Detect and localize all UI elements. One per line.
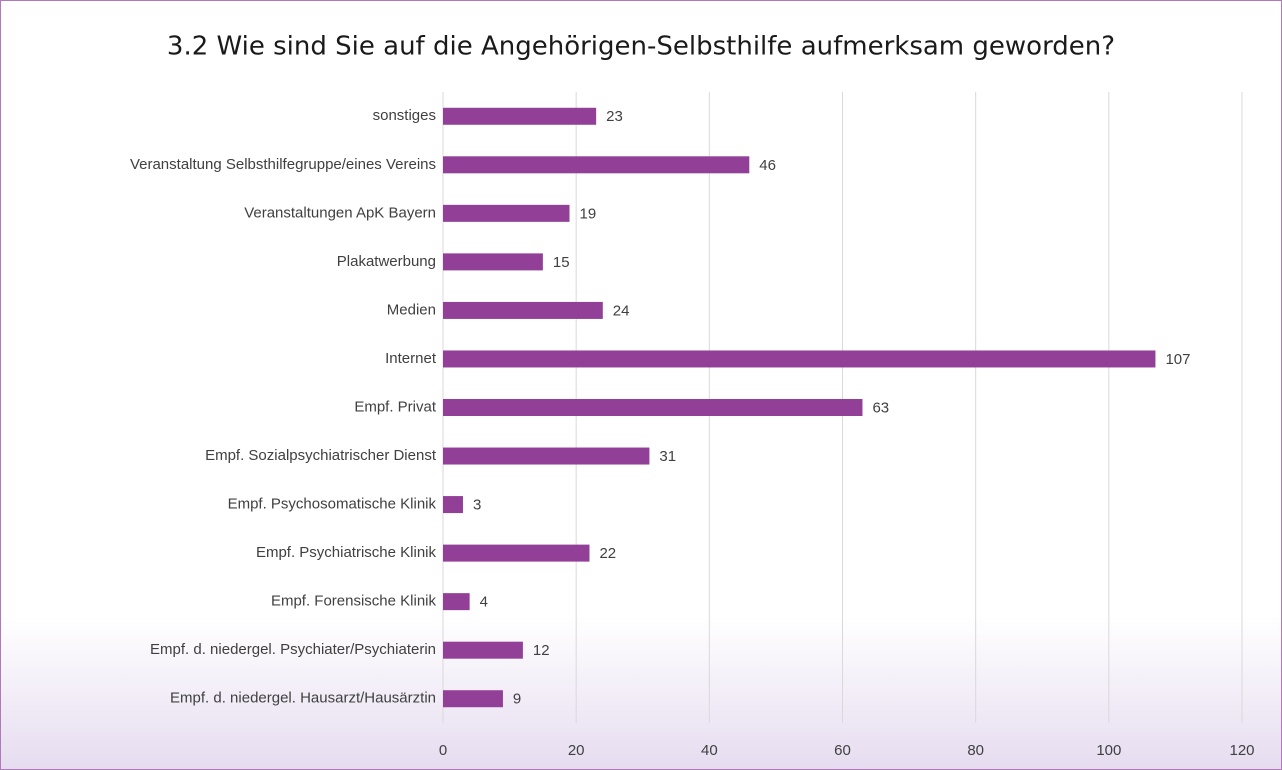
x-tick-label: 40: [701, 742, 718, 759]
data-label: 63: [872, 399, 889, 416]
bar: [443, 156, 750, 174]
bar: [443, 107, 597, 125]
data-label: 24: [613, 302, 630, 319]
y-tick-label: Empf. Forensische Klinik: [271, 593, 437, 610]
y-tick-label: Empf. d. niedergel. Psychiater/Psychiate…: [150, 641, 436, 658]
bar: [443, 496, 463, 514]
data-label: 22: [599, 545, 616, 562]
bar: [443, 593, 470, 611]
bar: [443, 641, 523, 659]
y-tick-label: sonstiges: [373, 107, 436, 124]
x-tick-label: 80: [967, 742, 984, 759]
y-tick-label: Veranstaltungen ApK Bayern: [244, 204, 436, 221]
data-label: 9: [513, 691, 521, 708]
data-label: 12: [533, 642, 550, 659]
bar: [443, 544, 590, 562]
y-tick-label: Veranstaltung Selbsthilfegruppe/eines Ve…: [130, 156, 436, 173]
bar: [443, 690, 503, 708]
bar: [443, 301, 603, 319]
y-tick-label: Empf. Privat: [354, 398, 437, 415]
x-tick-label: 100: [1096, 742, 1121, 759]
data-label: 107: [1165, 351, 1190, 368]
bar: [443, 350, 1156, 368]
y-tick-label: Empf. d. niedergel. Hausarzt/Hausärztin: [170, 690, 436, 707]
x-tick-label: 120: [1229, 742, 1254, 759]
bar: [443, 447, 650, 465]
chart-title: 3.2 Wie sind Sie auf die Angehörigen-Sel…: [167, 32, 1115, 62]
x-tick-label: 20: [568, 742, 585, 759]
data-label: 23: [606, 108, 623, 125]
y-tick-label: Internet: [385, 350, 437, 367]
x-tick-label: 0: [439, 742, 447, 759]
bar: [443, 253, 543, 271]
bar: [443, 204, 570, 222]
data-label: 4: [480, 594, 488, 611]
data-label: 15: [553, 254, 570, 271]
x-tick-label: 60: [834, 742, 851, 759]
data-label: 31: [659, 448, 676, 465]
data-label: 46: [759, 157, 776, 174]
y-tick-label: Empf. Psychosomatische Klinik: [228, 496, 437, 513]
y-tick-label: Empf. Sozialpsychiatrischer Dienst: [205, 447, 437, 464]
bar: [443, 399, 863, 416]
data-label: 3: [473, 497, 481, 514]
data-label: 19: [580, 205, 597, 222]
y-tick-label: Medien: [387, 301, 436, 318]
y-tick-label: Plakatwerbung: [337, 253, 436, 270]
y-tick-label: Empf. Psychiatrische Klinik: [256, 544, 437, 561]
